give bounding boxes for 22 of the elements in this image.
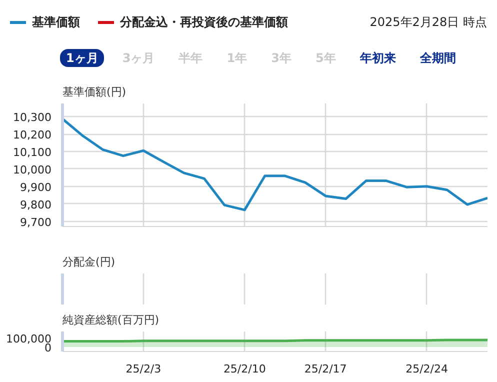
text: 1ヶ月	[60, 49, 104, 67]
y-tick-label: 9,800	[20, 198, 52, 212]
y-tick-label: 10,000	[13, 163, 52, 176]
x-tick-label: 25/2/10	[223, 362, 266, 376]
x-tick-label: 25/2/3	[126, 362, 162, 376]
line-series	[62, 118, 488, 212]
y-tick-label: 9,700	[20, 216, 52, 229]
y-axis-title: 基準価額(円)	[62, 86, 126, 98]
legend-label: 基準価額	[31, 14, 80, 31]
x-tick-label: 25/2/24	[406, 362, 448, 376]
legend-label: 分配金込・再投資後の基準価額	[118, 14, 288, 31]
y-tick-label: 9,900	[20, 180, 52, 194]
text: 2025年2月28日 時点	[370, 15, 487, 29]
y-tick-label: 10,200	[13, 128, 52, 142]
text: 分配金(円)	[62, 256, 116, 268]
y-tick-label: 10,100	[13, 146, 52, 159]
text: 全期間	[418, 50, 457, 67]
text: 年初来	[358, 50, 397, 67]
y-axis-title: 純資産総額(百万円)	[62, 314, 160, 326]
x-tick-label: 25/2/17	[304, 362, 347, 376]
y-tick-label: 10,300	[13, 111, 52, 124]
y-tick-label: 0	[44, 342, 52, 355]
